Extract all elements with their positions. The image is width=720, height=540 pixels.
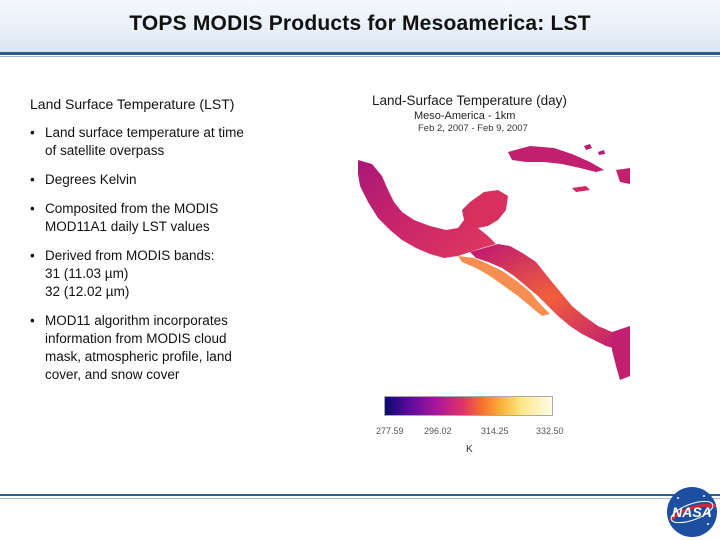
slide-title: TOPS MODIS Products for Mesoamerica: LST: [129, 12, 591, 35]
jamaica: [572, 186, 590, 192]
footer-divider-thin: [0, 498, 720, 499]
nasa-logo: NASA: [667, 487, 717, 537]
central-america-landmass: [470, 244, 630, 350]
mexico-landmass: [358, 160, 496, 258]
colorbar-tick: 277.59: [376, 426, 404, 436]
colorbar-unit: K: [466, 444, 473, 455]
hispaniola: [616, 168, 630, 184]
nasa-logo-text: NASA: [672, 504, 712, 520]
bullet-line: 31 (11.03 µm): [45, 266, 129, 281]
bullet-line: Composited from the MODIS: [45, 201, 219, 216]
bullet-line: cover, and snow cover: [45, 367, 180, 382]
header-divider: [0, 52, 720, 55]
yucatan-landmass: [464, 190, 508, 228]
bullet-line: Derived from MODIS bands:: [45, 248, 215, 263]
section-heading: Land Surface Temperature (LST): [30, 96, 235, 112]
colorbar-tick: 332.50: [536, 426, 564, 436]
slide-header: [0, 0, 720, 52]
bullet-item: Derived from MODIS bands: 31 (11.03 µm) …: [30, 247, 292, 301]
cuba-landmass: [508, 146, 604, 172]
map-subtitle: Meso-America - 1km: [414, 110, 516, 122]
bullet-list: Land surface temperature at time of sate…: [30, 124, 292, 395]
bullet-line: 32 (12.02 µm): [45, 284, 130, 299]
colorbar-tick: 314.25: [481, 426, 509, 436]
lst-map: [358, 144, 630, 380]
bullet-item: Composited from the MODIS MOD11A1 daily …: [30, 200, 292, 236]
bullet-line: MOD11 algorithm incorporates: [45, 313, 228, 328]
map-title: Land-Surface Temperature (day): [372, 93, 567, 108]
bullet-line: Land surface temperature at time: [45, 125, 244, 140]
temperature-colorbar: [384, 396, 553, 416]
map-date-range: Feb 2, 2007 - Feb 9, 2007: [418, 123, 528, 134]
islands: [584, 144, 605, 155]
bullet-item: Degrees Kelvin: [30, 171, 292, 189]
colombia-edge: [612, 326, 630, 380]
bullet-line: of satellite overpass: [45, 143, 165, 158]
colorbar-tick: 296.02: [424, 426, 452, 436]
bullet-line: MOD11A1 daily LST values: [45, 219, 210, 234]
bullet-item: Land surface temperature at time of sate…: [30, 124, 292, 160]
footer-divider: [0, 494, 720, 496]
bullet-item: MOD11 algorithm incorporates information…: [30, 312, 292, 384]
bullet-line: information from MODIS cloud: [45, 331, 227, 346]
pacific-coast-hot-strip: [458, 256, 550, 316]
header-divider-thin: [0, 56, 720, 57]
bullet-line: mask, atmospheric profile, land: [45, 349, 232, 364]
bullet-line: Degrees Kelvin: [45, 172, 137, 187]
